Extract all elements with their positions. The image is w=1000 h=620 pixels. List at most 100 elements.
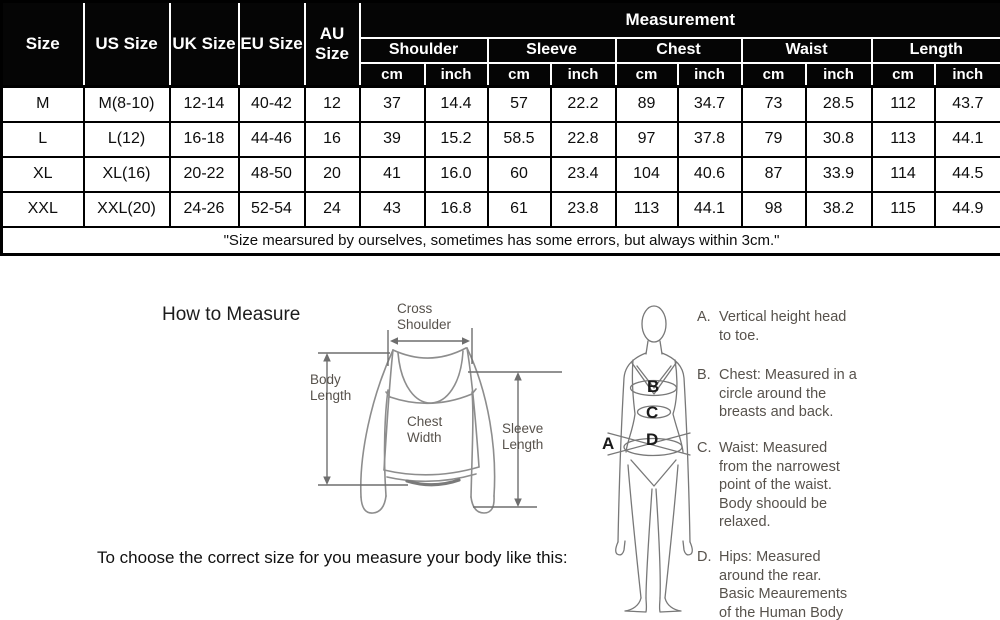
value-cell: 104 — [614, 155, 679, 193]
instruction-prefix: B. — [697, 367, 711, 383]
value-cell: 61 — [486, 190, 552, 228]
table-note: "Size mearsured by ourselves, sometimes … — [0, 225, 1000, 256]
value-cell: 58.5 — [486, 120, 552, 158]
body-marker-d: D — [646, 430, 659, 449]
value-cell: 38.2 — [804, 190, 873, 228]
unit-header: inch — [549, 61, 617, 88]
value-cell: 57 — [486, 85, 552, 123]
value-cell: 37.8 — [676, 120, 743, 158]
value-cell: 44.1 — [933, 120, 1000, 158]
table-row: XL XL(16) 20-22 48-50 20 41 16.0 60 23.4… — [0, 155, 1000, 193]
shirt-measure-diagram — [318, 328, 562, 514]
unit-header: inch — [423, 61, 489, 88]
value-cell: 44.9 — [933, 190, 1000, 228]
instruction-text: Waist: Measured from the narrowest point… — [719, 440, 840, 530]
value-cell: 23.4 — [549, 155, 617, 193]
value-cell: M(8-10) — [82, 85, 171, 123]
value-cell: 14.4 — [423, 85, 489, 123]
unit-header: cm — [870, 61, 936, 88]
group-header-waist: Waist — [740, 36, 873, 64]
col-header-us-size: US Size — [82, 0, 171, 88]
value-cell: 113 — [614, 190, 679, 228]
value-cell: 113 — [870, 120, 936, 158]
body-length-label: Body Length — [310, 372, 352, 403]
table-row: XXL XXL(20) 24-26 52-54 24 43 16.8 61 23… — [0, 190, 1000, 228]
value-cell: 22.8 — [549, 120, 617, 158]
value-cell: L(12) — [82, 120, 171, 158]
value-cell: 39 — [358, 120, 426, 158]
unit-header: cm — [486, 61, 552, 88]
value-cell: 28.5 — [804, 85, 873, 123]
value-cell: 12-14 — [168, 85, 240, 123]
body-figure-diagram — [607, 305, 693, 613]
value-cell: 114 — [870, 155, 936, 193]
size-cell: L — [0, 120, 85, 158]
value-cell: 112 — [870, 85, 936, 123]
size-table: Size US Size UK Size EU Size AU Size Mea… — [0, 0, 1000, 256]
value-cell: 87 — [740, 155, 807, 193]
instruction-text: Hips: Measured around the rear. Basic Me… — [719, 549, 848, 620]
value-cell: 115 — [870, 190, 936, 228]
instruction-text: Vertical height head to toe. — [719, 309, 847, 344]
instruction-item-d: D. Hips: Measured around the rear. Basic… — [697, 548, 879, 620]
instruction-item-a: A. Vertical height head to toe. — [697, 308, 879, 345]
instruction-prefix: D. — [697, 549, 712, 565]
unit-header: inch — [804, 61, 873, 88]
value-cell: 22.2 — [549, 85, 617, 123]
unit-header: inch — [933, 61, 1000, 88]
col-header-uk-size: UK Size — [168, 0, 240, 88]
value-cell: 48-50 — [237, 155, 306, 193]
value-cell: 20 — [303, 155, 361, 193]
size-cell: M — [0, 85, 85, 123]
value-cell: 40-42 — [237, 85, 306, 123]
value-cell: 30.8 — [804, 120, 873, 158]
group-header-sleeve: Sleeve — [486, 36, 617, 64]
instruction-item-c: C. Waist: Measured from the narrowest po… — [697, 439, 879, 532]
unit-header: cm — [614, 61, 679, 88]
col-header-eu-size: EU Size — [237, 0, 306, 88]
value-cell: 16.8 — [423, 190, 489, 228]
value-cell: 12 — [303, 85, 361, 123]
guide-footer-text: To choose the correct size for you measu… — [97, 548, 568, 567]
col-header-size: Size — [0, 0, 85, 88]
col-header-au-size: AU Size — [303, 0, 361, 88]
value-cell: 15.2 — [423, 120, 489, 158]
value-cell: 16-18 — [168, 120, 240, 158]
table-row: M M(8-10) 12-14 40-42 12 37 14.4 57 22.2… — [0, 85, 1000, 123]
size-cell: XXL — [0, 190, 85, 228]
value-cell: 16 — [303, 120, 361, 158]
value-cell: XL(16) — [82, 155, 171, 193]
value-cell: 23.8 — [549, 190, 617, 228]
col-header-measurement: Measurement — [358, 0, 1000, 39]
group-header-chest: Chest — [614, 36, 743, 64]
instruction-item-b: B. Chest: Measured in a circle around th… — [697, 366, 879, 422]
value-cell: 73 — [740, 85, 807, 123]
value-cell: 52-54 — [237, 190, 306, 228]
unit-header: inch — [676, 61, 743, 88]
value-cell: 34.7 — [676, 85, 743, 123]
value-cell: 97 — [614, 120, 679, 158]
value-cell: 98 — [740, 190, 807, 228]
value-cell: 41 — [358, 155, 426, 193]
value-cell: 16.0 — [423, 155, 489, 193]
value-cell: 24 — [303, 190, 361, 228]
body-marker-c: C — [646, 403, 659, 422]
sleeve-length-label: Sleeve Length — [502, 421, 544, 452]
value-cell: 89 — [614, 85, 679, 123]
value-cell: 40.6 — [676, 155, 743, 193]
value-cell: 44.5 — [933, 155, 1000, 193]
value-cell: 44.1 — [676, 190, 743, 228]
unit-header: cm — [358, 61, 426, 88]
group-header-length: Length — [870, 36, 1000, 64]
table-row: L L(12) 16-18 44-46 16 39 15.2 58.5 22.8… — [0, 120, 1000, 158]
unit-header: cm — [740, 61, 807, 88]
body-marker-a: A — [602, 434, 615, 453]
group-header-shoulder: Shoulder — [358, 36, 489, 64]
guide-title: How to Measure — [162, 304, 301, 325]
value-cell: 33.9 — [804, 155, 873, 193]
value-cell: 60 — [486, 155, 552, 193]
value-cell: 20-22 — [168, 155, 240, 193]
instruction-prefix: C. — [697, 440, 712, 456]
value-cell: 79 — [740, 120, 807, 158]
